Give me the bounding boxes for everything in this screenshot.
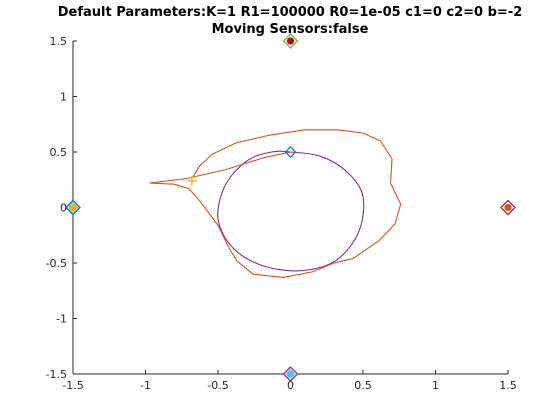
chart-subtitle: Moving Sensors:false [212, 22, 369, 37]
marker-dot [69, 203, 77, 212]
y-tick-label: 1.5 [50, 35, 68, 48]
x-tick-label: 1.5 [499, 379, 517, 392]
y-tick-label: 1 [60, 91, 67, 104]
x-tick-label: 0 [287, 379, 294, 392]
y-tick-label: 0.5 [50, 146, 68, 159]
marker-dot [504, 203, 512, 212]
y-tick-label: 0 [60, 202, 67, 215]
x-tick-label: 0.5 [354, 379, 372, 392]
axis-ticks: -1.5 -1 -0.5 0 0.5 1 1.5 -1.5 -1 -0.5 0 0.5 1 1.5 [46, 35, 517, 392]
marker-layer [65, 33, 516, 382]
marker-dot [286, 370, 295, 378]
x-tick-label: -1.5 [62, 379, 83, 392]
series-layer [149, 129, 402, 278]
x-tick-label: -0.5 [207, 379, 228, 392]
x-tick-label: -1 [140, 379, 151, 392]
y-tick-label: -1 [56, 313, 67, 326]
plot-area: -1.5 -1 -0.5 0 0.5 1 1.5 -1.5 -1 -0.5 0 0.5 1 1.5 [46, 33, 517, 392]
series-line-estimated-trajectory [149, 129, 402, 278]
series-line-reference-ellipse [217, 150, 365, 272]
diamond-marker [284, 146, 297, 158]
y-tick-label: -0.5 [46, 257, 67, 270]
x-tick-label: 1 [432, 379, 439, 392]
plus-marker [186, 175, 197, 186]
marker-dot [286, 37, 295, 45]
chart-title: Default Parameters:K=1 R1=100000 R0=1e-0… [58, 5, 523, 20]
y-tick-label: -1.5 [46, 368, 67, 381]
